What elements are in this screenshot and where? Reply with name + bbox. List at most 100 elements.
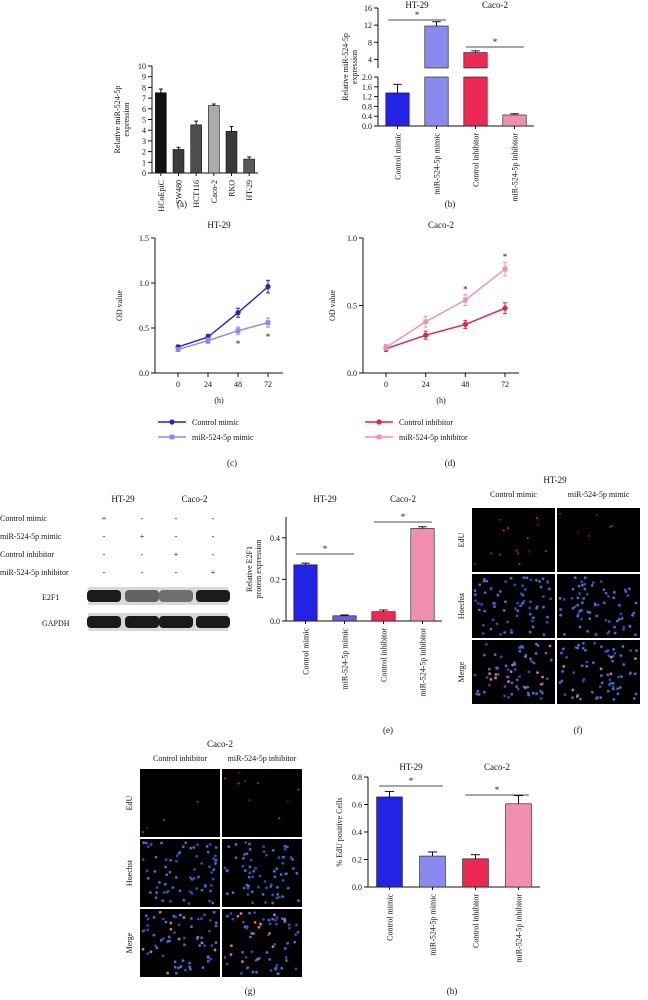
cell-nucleus <box>562 647 565 651</box>
cell-nucleus <box>207 865 211 869</box>
cell-nucleus <box>280 966 284 970</box>
cell-nucleus <box>145 869 149 873</box>
cell-nucleus <box>613 625 616 629</box>
bar <box>155 92 167 174</box>
cell-nucleus <box>599 580 603 584</box>
column-label: Control inhibitor <box>153 754 207 763</box>
cell-nucleus <box>506 668 510 672</box>
panel-label-d: (d) <box>445 458 456 468</box>
category-label: Control mimic <box>302 628 311 675</box>
cell-nucleus <box>633 672 637 676</box>
cell-nucleus <box>148 891 152 895</box>
cell-nucleus <box>495 666 498 670</box>
cell-nucleus <box>617 617 621 621</box>
cell-nucleus <box>576 614 580 618</box>
cell-nucleus <box>596 696 599 699</box>
cell-nucleus <box>166 971 170 975</box>
cell-nucleus <box>281 855 285 859</box>
chart-title: Caco-2 <box>428 220 454 230</box>
cell-nucleus <box>622 663 626 666</box>
blot-band <box>159 616 193 628</box>
category-label: miR-524-5p mimic <box>433 133 442 195</box>
cell-nucleus <box>604 618 608 622</box>
data-point <box>265 320 271 325</box>
cell-nucleus <box>503 685 507 688</box>
cell-nucleus <box>563 633 566 636</box>
cell-nucleus <box>248 842 251 846</box>
cell-nucleus <box>474 593 477 597</box>
cell-nucleus <box>230 944 233 948</box>
cell-nucleus <box>595 513 598 517</box>
cell-nucleus <box>211 877 215 881</box>
cell-nucleus <box>172 914 176 918</box>
cell-nucleus <box>181 959 185 963</box>
cell-nucleus <box>265 886 268 890</box>
cell-nucleus <box>281 878 285 882</box>
cell-nucleus <box>214 862 217 865</box>
cell-nucleus <box>628 672 632 676</box>
y-tick-label: 16 <box>364 4 372 13</box>
cell-nucleus <box>146 826 149 829</box>
cell-nucleus <box>527 670 531 674</box>
cell-nucleus <box>529 600 532 604</box>
cell-nucleus <box>626 594 630 597</box>
row-label: Merge <box>457 661 466 682</box>
cell-nucleus <box>178 851 182 854</box>
cell-nucleus <box>277 895 281 899</box>
cell-nucleus <box>480 603 483 606</box>
data-point <box>265 284 271 290</box>
cell-nucleus <box>515 549 518 552</box>
cell-nucleus <box>237 782 240 785</box>
cell-nucleus <box>264 900 267 904</box>
cell-nucleus <box>174 876 178 879</box>
data-point <box>175 347 181 352</box>
cell-nucleus <box>536 644 540 647</box>
series-line <box>177 321 269 351</box>
cell-nucleus <box>525 576 529 580</box>
y-tick-label: 1.6 <box>362 83 372 92</box>
y-axis-label: Relative miR-524-5p <box>113 86 122 154</box>
cell-nucleus <box>283 844 287 848</box>
category-label: miR-524-5p inhibitor <box>515 894 524 963</box>
y-tick-label: 0.5 <box>139 324 149 333</box>
micrograph <box>472 640 555 704</box>
cell-nucleus <box>229 912 233 915</box>
cell-nucleus <box>296 930 300 934</box>
cell-nucleus <box>482 578 486 581</box>
cell-nucleus <box>498 590 502 593</box>
cell-nucleus <box>274 922 278 926</box>
cell-nucleus <box>182 898 186 902</box>
cell-nucleus <box>163 882 167 886</box>
cell-nucleus <box>144 841 148 845</box>
cell-nucleus <box>598 685 602 688</box>
cell-nucleus <box>483 609 487 613</box>
legend-marker <box>169 434 175 440</box>
y-tick-label: 0.0 <box>362 122 372 131</box>
cell-nucleus <box>159 938 163 942</box>
legend-marker <box>376 434 382 440</box>
cell-nucleus <box>575 695 579 698</box>
category-label: Control inhibitor <box>472 894 481 948</box>
y-tick-label: 0.0 <box>139 369 149 378</box>
legend-label: miR-524-5p inhibitor <box>399 433 468 442</box>
cell-nucleus <box>276 892 280 896</box>
cell-nucleus <box>214 941 218 945</box>
cell-nucleus <box>182 916 186 919</box>
cell-nucleus <box>511 663 515 667</box>
cell-nucleus <box>482 690 486 694</box>
cell-nucleus <box>177 966 180 970</box>
cell-nucleus <box>271 848 275 852</box>
treatment-mark: - <box>175 532 178 541</box>
cell-nucleus <box>175 854 179 858</box>
group-title: HT-29 <box>111 494 135 504</box>
y-tick-label: 3 <box>142 137 146 146</box>
cell-nucleus <box>594 632 598 636</box>
cell-nucleus <box>213 854 217 858</box>
group-title: Caco-2 <box>484 762 510 772</box>
cell-nucleus <box>558 681 562 685</box>
cell-nucleus <box>195 937 199 940</box>
cell-nucleus <box>248 911 251 915</box>
cell-nucleus <box>531 691 535 695</box>
cell-nucleus <box>162 819 165 822</box>
